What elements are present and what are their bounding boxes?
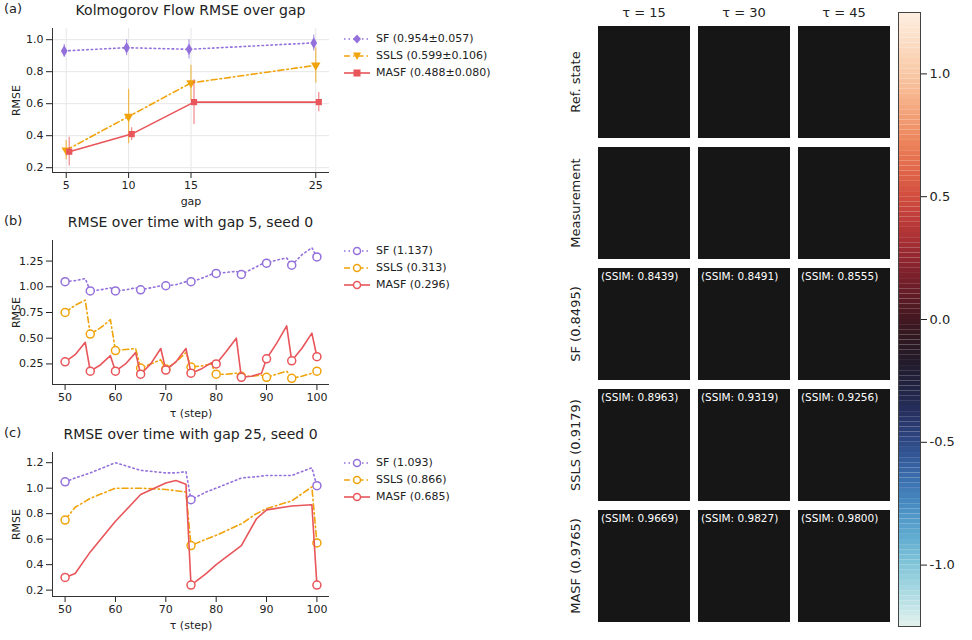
- svg-text:0.4: 0.4: [26, 129, 44, 142]
- svg-text:τ (step): τ (step): [170, 407, 213, 420]
- svg-text:25: 25: [309, 179, 323, 192]
- html-text:(c): (c): [4, 425, 22, 440]
- html-text:τ = 15: τ = 15: [622, 5, 666, 20]
- svg-text:1.0: 1.0: [26, 33, 44, 46]
- html-text:SSLS (0.599±0.106): SSLS (0.599±0.106): [376, 49, 488, 62]
- html-text:SF (1.137): SF (1.137): [376, 244, 433, 257]
- svg-text:15: 15: [184, 179, 198, 192]
- html-text:MASF (0.488±0.080): MASF (0.488±0.080): [376, 66, 491, 79]
- html-text:(SSIM: 0.8963): (SSIM: 0.8963): [601, 391, 679, 403]
- html-text:SF (0.954±0.057): SF (0.954±0.057): [376, 32, 474, 45]
- svg-text:0.8: 0.8: [26, 507, 44, 520]
- html-text:(SSIM: 0.8491): (SSIM: 0.8491): [701, 270, 779, 282]
- svg-text:1.25: 1.25: [19, 255, 44, 268]
- svg-text:0.2: 0.2: [26, 584, 44, 597]
- html-text:(SSIM: 0.8439): (SSIM: 0.8439): [601, 270, 679, 282]
- html-text:MASF (0.9765): MASF (0.9765): [568, 518, 583, 614]
- svg-text:RMSE: RMSE: [10, 297, 23, 328]
- svg-text:90: 90: [260, 603, 274, 616]
- html-text:(SSIM: 0.9256): (SSIM: 0.9256): [801, 391, 879, 403]
- html-text:MASF (0.296): MASF (0.296): [376, 278, 450, 291]
- svg-text:100: 100: [306, 603, 327, 616]
- svg-text:-0.5: -0.5: [930, 434, 955, 449]
- svg-text:0.4: 0.4: [26, 558, 44, 571]
- html-text:RMSE over time with gap 5, see: RMSE over time with gap 5, seed 0: [67, 214, 314, 230]
- svg-text:0.2: 0.2: [26, 161, 44, 174]
- svg-text:0.5: 0.5: [930, 189, 951, 204]
- html-text:(SSIM: 0.9827): (SSIM: 0.9827): [701, 512, 779, 524]
- html-text:SSLS (0.313): SSLS (0.313): [376, 261, 447, 274]
- svg-text:0.50: 0.50: [19, 332, 44, 345]
- html-text:SSLS (0.866): SSLS (0.866): [376, 473, 447, 486]
- svg-text:100: 100: [306, 391, 327, 404]
- html-text:RMSE over time with gap 25, se: RMSE over time with gap 25, seed 0: [63, 426, 318, 442]
- html-text:(SSIM: 0.9800): (SSIM: 0.9800): [801, 512, 879, 524]
- svg-text:90: 90: [260, 391, 274, 404]
- html-text:SF (1.093): SF (1.093): [376, 456, 433, 469]
- svg-text:1.00: 1.00: [19, 280, 44, 293]
- svg-text:-1.0: -1.0: [930, 557, 955, 572]
- svg-text:0.6: 0.6: [26, 533, 44, 546]
- html-text:τ = 45: τ = 45: [822, 5, 866, 20]
- html-text:SSLS (0.9179): SSLS (0.9179): [568, 399, 583, 491]
- html-text:(a): (a): [4, 1, 23, 16]
- svg-text:0.75: 0.75: [19, 306, 44, 319]
- svg-text:RMSE: RMSE: [10, 509, 23, 540]
- svg-text:80: 80: [209, 603, 223, 616]
- html-text:(b): (b): [4, 213, 23, 228]
- html-text:(SSIM: 0.8555): (SSIM: 0.8555): [801, 270, 879, 282]
- svg-text:10: 10: [122, 179, 136, 192]
- svg-text:50: 50: [58, 391, 72, 404]
- svg-text:1.0: 1.0: [26, 482, 44, 495]
- svg-text:gap: gap: [181, 195, 202, 208]
- svg-text:60: 60: [108, 391, 122, 404]
- svg-text:70: 70: [159, 391, 173, 404]
- html-text:MASF (0.685): MASF (0.685): [376, 490, 450, 503]
- html-text:Ref. state: Ref. state: [568, 51, 583, 113]
- svg-text:0.0: 0.0: [930, 312, 951, 327]
- svg-text:80: 80: [209, 391, 223, 404]
- html-text:τ = 30: τ = 30: [722, 5, 766, 20]
- svg-text:0.25: 0.25: [19, 357, 44, 370]
- svg-text:0.8: 0.8: [26, 65, 44, 78]
- svg-text:5: 5: [63, 179, 70, 192]
- html-text:(SSIM: 0.9319): (SSIM: 0.9319): [701, 391, 779, 403]
- html-text:Measurement: Measurement: [568, 158, 583, 248]
- html-text:Kolmogorov Flow RMSE over gap: Kolmogorov Flow RMSE over gap: [75, 2, 306, 18]
- svg-text:1.0: 1.0: [930, 66, 951, 81]
- svg-text:1.2: 1.2: [26, 456, 44, 469]
- svg-text:0.6: 0.6: [26, 97, 44, 110]
- html-text:SF (0.8495): SF (0.8495): [568, 286, 583, 362]
- svg-text:τ (step): τ (step): [170, 619, 213, 632]
- html-text:(SSIM: 0.9669): (SSIM: 0.9669): [601, 512, 679, 524]
- svg-text:50: 50: [58, 603, 72, 616]
- svg-text:60: 60: [108, 603, 122, 616]
- svg-text:RMSE: RMSE: [10, 85, 23, 116]
- svg-text:70: 70: [159, 603, 173, 616]
